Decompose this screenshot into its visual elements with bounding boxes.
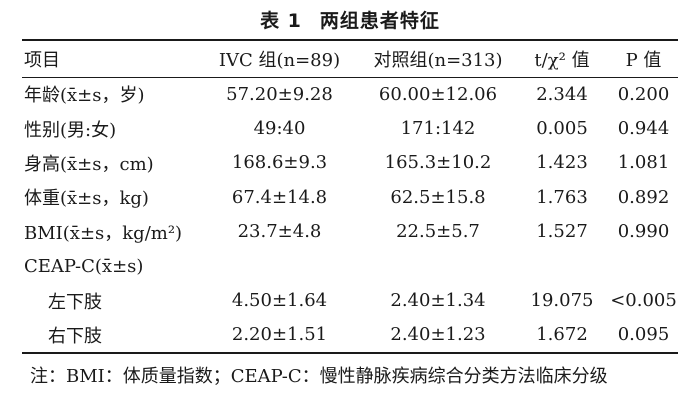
table-row: 体重(x̄±s，kg) 67.4±14.8 62.5±15.8 1.763 0.…: [22, 180, 678, 214]
row-label: 年龄(x̄±s，岁): [24, 85, 145, 107]
table-row: BMI(x̄±s，kg/m²) 23.7±4.8 22.5±5.7 1.527 …: [22, 215, 678, 249]
p-value: 0.200: [617, 83, 670, 105]
row-label: CEAP-C(x̄±s): [24, 255, 144, 277]
table-row: CEAP-C(x̄±s): [22, 249, 678, 283]
table-footnote: 注：BMI：体质量指数；CEAP-C：慢性静脉疾病综合分类方法临床分级: [30, 366, 608, 387]
control-value: 62.5±15.8: [390, 186, 486, 208]
ivc-value: 57.20±9.28: [226, 83, 333, 105]
p-value: 0.944: [617, 118, 670, 140]
control-value: 60.00±12.06: [378, 83, 498, 105]
statistic-value: 1.527: [536, 221, 588, 243]
p-value: 0.892: [617, 186, 670, 208]
table-number: 表 1: [260, 10, 302, 32]
row-label: 体重(x̄±s，kg): [24, 188, 149, 210]
p-value: 0.990: [617, 221, 670, 243]
header-ivc-group: IVC 组(n=89): [218, 50, 341, 71]
header-rule: [22, 77, 678, 78]
header-p-value: P 值: [625, 50, 662, 71]
statistic-value: 19.075: [530, 290, 594, 312]
statistic-value: [515, 249, 609, 283]
table-row: 年龄(x̄±s，岁) 57.20±9.28 60.00±12.06 2.344 …: [22, 77, 678, 111]
ivc-value: 67.4±14.8: [231, 186, 328, 208]
ivc-value: 23.7±4.8: [237, 221, 322, 243]
control-value: 22.5±5.7: [396, 221, 480, 243]
table-caption: 两组患者特征: [319, 10, 440, 32]
statistic-value: 0.005: [536, 118, 588, 140]
header-item: 项目: [24, 50, 60, 71]
statistic-value: 1.423: [536, 152, 588, 174]
patient-characteristics-table: 项目 IVC 组(n=89) 对照组(n=313) t/χ² 值 P 值 年龄(…: [22, 41, 678, 352]
statistic-value: 2.344: [536, 83, 588, 105]
row-label: 身高(x̄±s，cm): [24, 153, 154, 175]
ivc-value: 4.50±1.64: [231, 290, 328, 312]
row-label: BMI(x̄±s，kg/m²): [24, 222, 183, 244]
p-value: 0.095: [617, 324, 670, 346]
ivc-value: 2.20±1.51: [231, 324, 328, 346]
p-value: [609, 249, 678, 283]
table-title: 表 1 两组患者特征: [0, 6, 700, 33]
header-row: 项目 IVC 组(n=89) 对照组(n=313) t/χ² 值 P 值: [22, 41, 678, 77]
table-row: 左下肢 4.50±1.64 2.40±1.34 19.075 <0.005: [22, 283, 678, 317]
row-label: 左下肢: [48, 291, 102, 313]
control-value: 171:142: [400, 118, 476, 140]
statistic-value: 1.672: [536, 324, 588, 346]
statistic-value: 1.763: [536, 186, 588, 208]
row-label: 性别(男:女): [24, 119, 117, 141]
bottom-rule: [22, 352, 678, 354]
control-value: 165.3±10.2: [384, 152, 492, 174]
ivc-value: 49:40: [253, 118, 306, 140]
top-rule: [22, 39, 678, 41]
p-value: <0.005: [610, 290, 677, 312]
control-value: [361, 249, 515, 283]
row-label: 右下肢: [48, 325, 102, 347]
control-value: 2.40±1.34: [390, 290, 486, 312]
p-value: 1.081: [617, 152, 670, 174]
header-control-group: 对照组(n=313): [373, 50, 503, 71]
header-statistic: t/χ² 值: [534, 50, 590, 71]
control-value: 2.40±1.23: [390, 324, 486, 346]
ivc-value: [198, 249, 361, 283]
ivc-value: 168.6±9.3: [231, 152, 328, 174]
table-row: 身高(x̄±s，cm) 168.6±9.3 165.3±10.2 1.423 1…: [22, 146, 678, 180]
table-row: 右下肢 2.20±1.51 2.40±1.23 1.672 0.095: [22, 318, 678, 352]
table-row: 性别(男:女) 49:40 171:142 0.005 0.944: [22, 111, 678, 145]
